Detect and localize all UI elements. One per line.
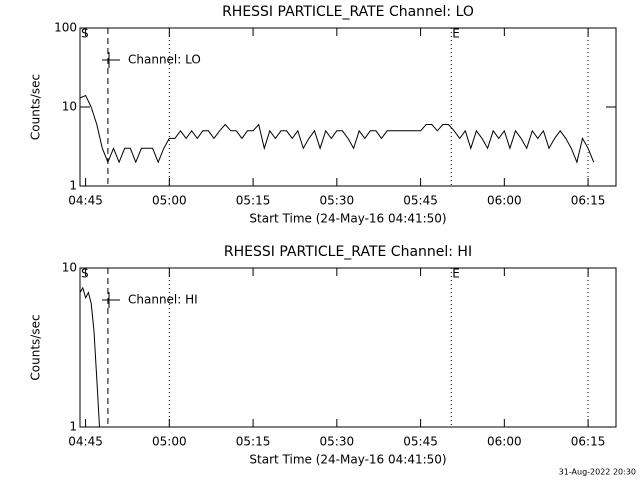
data-line <box>79 286 100 428</box>
annotation: E <box>452 27 460 41</box>
y-axis-label: Counts/sec <box>29 74 43 140</box>
x-tick-label: 05:30 <box>320 194 355 208</box>
x-tick-label: 05:00 <box>152 435 187 449</box>
legend-label: Channel: HI <box>128 293 198 307</box>
y-tick-label: 100 <box>54 21 77 35</box>
x-tick-label: 06:15 <box>571 194 606 208</box>
annotation: S <box>81 27 89 41</box>
y-tick-label: 10 <box>62 100 77 114</box>
x-tick-label: 05:00 <box>152 194 187 208</box>
x-tick-label: 06:00 <box>487 194 522 208</box>
x-tick-label: 04:45 <box>68 194 103 208</box>
x-axis-label: Start Time (24-May-16 04:41:50) <box>249 212 446 226</box>
y-tick-label: 1 <box>69 420 77 434</box>
x-tick-label: 05:45 <box>403 435 438 449</box>
data-line <box>79 94 595 164</box>
x-tick-label: 05:30 <box>320 435 355 449</box>
timestamp: 31-Aug-2022 20:30 <box>559 468 636 477</box>
y-tick-label: 1 <box>69 179 77 193</box>
y-axis-label: Counts/sec <box>29 314 43 380</box>
annotation: E <box>452 267 460 281</box>
legend-label: Channel: LO <box>128 53 201 67</box>
x-axis-label: Start Time (24-May-16 04:41:50) <box>249 453 446 467</box>
y-tick-label: 10 <box>62 261 77 275</box>
x-tick-label: 06:15 <box>571 435 606 449</box>
plot-frame <box>79 267 617 428</box>
x-tick-label: 04:45 <box>68 435 103 449</box>
x-tick-label: 06:00 <box>487 435 522 449</box>
x-tick-label: 05:15 <box>236 194 271 208</box>
chart-title: RHESSI PARTICLE_RATE Channel: HI <box>224 244 472 260</box>
chart-title: RHESSI PARTICLE_RATE Channel: LO <box>222 4 474 20</box>
annotation: S <box>81 267 89 281</box>
x-tick-label: 05:15 <box>236 435 271 449</box>
x-tick-label: 05:45 <box>403 194 438 208</box>
